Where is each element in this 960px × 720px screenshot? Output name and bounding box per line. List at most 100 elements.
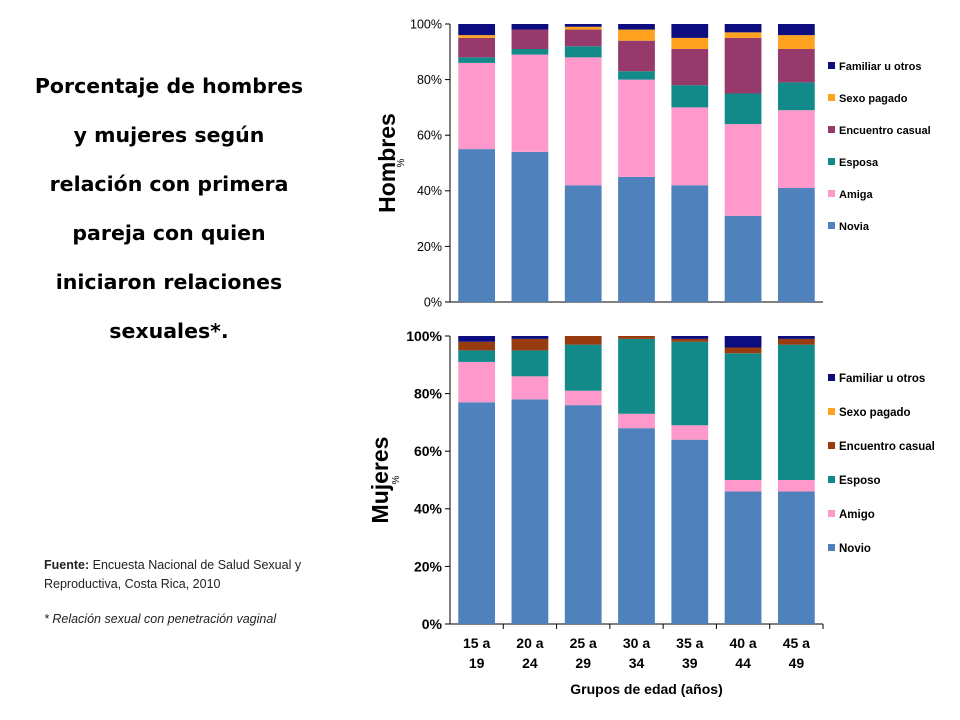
x-tick-label: 25 a — [570, 635, 597, 651]
bar-segment-sexo-pagado — [777, 35, 815, 50]
bar-segment-novio — [511, 399, 549, 624]
bar-segment-familiar-u-otros — [671, 336, 709, 339]
slide-title: Porcentaje de hombres y mujeres según re… — [30, 62, 308, 356]
y-axis-title: % — [396, 158, 407, 167]
bar-segment-novio — [564, 405, 602, 624]
x-tick-label: 34 — [629, 655, 645, 671]
y-tick-label: 80% — [414, 386, 443, 402]
chart-mujeres: 0% 20% 40% 60% 80% 100% 15 a 19 20 a 24 25 a 29 30 a… — [367, 328, 935, 697]
bar-segment-encuentro-casual — [458, 341, 496, 351]
title-line-2: y mujeres según — [73, 123, 265, 147]
bar-segment-amiga — [618, 79, 655, 177]
legend-swatch-familiar-u-otros — [828, 374, 835, 381]
bar-segment-encuentro-casual — [671, 338, 709, 342]
legend-label: Novia — [839, 221, 870, 233]
bar-segment-familiar-u-otros — [511, 24, 549, 30]
legend: Familiar u otros Sexo pagado Encuentro cas… — [828, 373, 935, 555]
bar-segment-novio — [724, 491, 762, 624]
bar-segment-familiar-u-otros — [458, 24, 496, 36]
x-tick-label: 29 — [575, 655, 591, 671]
x-tick-label: 49 — [789, 655, 805, 671]
title-line-3: relación con primera — [49, 172, 289, 196]
legend-swatch-familiar-u-otros — [828, 62, 835, 69]
x-tick-label: 45 a — [783, 635, 810, 651]
y-tick-label: 100% — [406, 328, 442, 344]
bar-segment-encuentro-casual — [458, 37, 496, 58]
bar-segment-amiga — [458, 62, 496, 150]
legend-label: Sexo pagado — [839, 93, 908, 105]
x-tick-label: 15 a — [463, 635, 490, 651]
source-label: Fuente: — [44, 558, 90, 572]
bar-segment-esposa — [564, 46, 602, 58]
bar-segment-amiga — [671, 107, 709, 186]
source-note: Fuente: Encuesta Nacional de Salud Sexua… — [44, 556, 314, 629]
bar-segment-familiar-u-otros — [564, 24, 602, 27]
legend-swatch-novio — [828, 544, 835, 551]
bar-segment-encuentro-casual — [777, 338, 815, 345]
legend-swatch-amiga — [828, 190, 835, 197]
bar-segment-encuentro-casual — [724, 347, 762, 354]
bar-segment-encuentro-casual — [511, 29, 549, 50]
bar-segment-sexo-pagado — [671, 37, 709, 50]
legend-label: Encuentro casual — [839, 441, 935, 453]
bar-segment-novia — [671, 185, 709, 302]
x-axis-title: Grupos de edad (años) — [570, 681, 722, 697]
bar-segment-encuentro-casual — [564, 29, 602, 47]
bar-segment-novio — [458, 402, 496, 624]
bar-segment-esposa — [458, 57, 496, 63]
legend-swatch-encuentro-casual — [828, 442, 835, 449]
x-tick-label: 35 a — [676, 635, 703, 651]
x-tick-label: 30 a — [623, 635, 650, 651]
bar-segment-esposa — [511, 49, 549, 55]
bar-segment-novia — [564, 185, 602, 302]
bar-segment-esposa — [618, 71, 655, 80]
x-tick-label: 24 — [522, 655, 538, 671]
footnote: * Relación sexual con penetración vagina… — [44, 612, 277, 626]
y-tick-label: 40% — [417, 184, 442, 198]
source-text: Encuesta Nacional de Salud Sexual y Repr… — [44, 558, 302, 591]
title-line-5: iniciaron relaciones — [55, 270, 283, 294]
bar-segment-amiga — [511, 54, 549, 152]
legend-label: Esposa — [839, 157, 879, 169]
legend: Familiar u otros Sexo pagado Encuentro cas… — [828, 61, 931, 233]
bar-segment-esposa — [671, 85, 709, 108]
legend-swatch-esposa — [828, 158, 835, 165]
bar-segment-esposa — [724, 93, 762, 125]
bar-segment-esposo — [724, 353, 762, 480]
legend-swatch-novia — [828, 222, 835, 229]
y-tick-label: 20% — [414, 558, 443, 574]
bar-segment-familiar-u-otros — [777, 24, 815, 36]
bar-segment-esposo — [671, 341, 709, 426]
bar-segment-encuentro-casual — [511, 338, 549, 351]
bar-segment-sexo-pagado — [458, 35, 496, 38]
bar-segment-sexo-pagado — [618, 29, 655, 41]
bar-segment-esposo — [618, 338, 655, 414]
y-tick-label: 40% — [414, 501, 443, 517]
bar-segment-amigo — [564, 390, 602, 406]
x-tick-label: 40 a — [729, 635, 756, 651]
legend-swatch-encuentro-casual — [828, 126, 835, 133]
bar-segment-amiga — [777, 110, 815, 189]
bar-segment-familiar-u-otros — [777, 336, 815, 339]
chart-hombres: 0% 20% 40% 60% 80% 100% Hombres% Familiar u otr… — [374, 17, 931, 309]
x-tick-label: 19 — [469, 655, 485, 671]
legend-swatch-esposo — [828, 476, 835, 483]
legend-label: Familiar u otros — [839, 61, 922, 73]
legend-swatch-sexo-pagado — [828, 94, 835, 101]
bar-segment-esposo — [564, 344, 602, 391]
legend-label: Novio — [839, 543, 871, 555]
y-tick-label: 20% — [417, 240, 442, 254]
bar-segment-esposa — [777, 82, 815, 111]
bar-segment-familiar-u-otros — [724, 24, 762, 33]
bar-segment-novio — [618, 428, 655, 624]
bar-segment-amiga — [724, 124, 762, 216]
bar-segment-amiga — [564, 57, 602, 186]
y-tick-label: 60% — [414, 443, 443, 459]
title-line-1: Porcentaje de hombres — [34, 74, 304, 98]
x-tick-label: 39 — [682, 655, 698, 671]
legend-label: Encuentro casual — [839, 125, 931, 137]
bar-segment-encuentro-casual — [618, 336, 655, 339]
bar-segment-sexo-pagado — [724, 32, 762, 38]
bar-segment-novio — [777, 491, 815, 624]
